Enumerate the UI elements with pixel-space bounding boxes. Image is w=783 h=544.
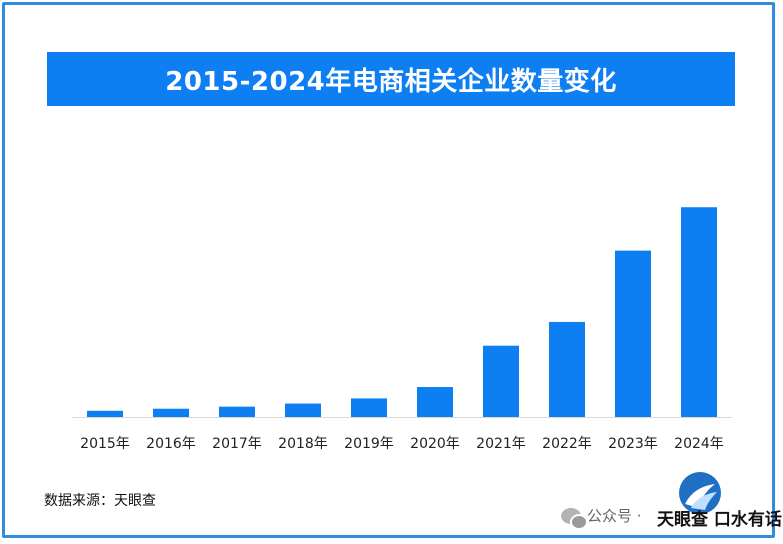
x-tick-labels-group: 2015年 2016年 2017年 2018年 2019年 2020年 2021年 2022年… bbox=[80, 436, 724, 452]
bar-2023年 bbox=[615, 250, 651, 417]
x-tick-label: 2020年 bbox=[410, 436, 460, 452]
bar-2024年 bbox=[681, 207, 717, 417]
bar-2018年 bbox=[285, 403, 321, 417]
x-tick-label: 2018年 bbox=[278, 436, 328, 452]
x-tick-label: 2023年 bbox=[608, 436, 658, 452]
bar-2015年 bbox=[87, 410, 123, 417]
title-banner: 2015-2024年电商相关企业数量变化 bbox=[47, 52, 735, 106]
x-tick-label: 2017年 bbox=[212, 436, 262, 452]
x-tick-label: 2022年 bbox=[542, 436, 592, 452]
x-tick-label: 2024年 bbox=[674, 436, 724, 452]
wechat-attribution: 公众号 · bbox=[561, 505, 642, 530]
bars-group bbox=[87, 207, 717, 417]
x-tick-label: 2019年 bbox=[344, 436, 394, 452]
watermark: 天眼查 口水有话 bbox=[657, 510, 782, 530]
bar-2020年 bbox=[417, 387, 453, 417]
wechat-icon bbox=[561, 507, 588, 530]
x-tick-label: 2015年 bbox=[80, 436, 130, 452]
x-tick-label: 2016年 bbox=[146, 436, 196, 452]
bar-2019年 bbox=[351, 398, 387, 417]
chart-frame bbox=[2, 2, 775, 538]
bar-2022年 bbox=[549, 321, 585, 417]
bar-2021年 bbox=[483, 345, 519, 417]
bar-2016年 bbox=[153, 408, 189, 417]
tianyancha-logo bbox=[679, 472, 721, 514]
data-source-note: 数据来源：天眼查 bbox=[44, 493, 156, 509]
chart-title: 2015-2024年电商相关企业数量变化 bbox=[165, 66, 617, 97]
x-tick-label: 2021年 bbox=[476, 436, 526, 452]
wechat-label: 公众号 · bbox=[587, 507, 642, 525]
bar-2017年 bbox=[219, 406, 255, 417]
